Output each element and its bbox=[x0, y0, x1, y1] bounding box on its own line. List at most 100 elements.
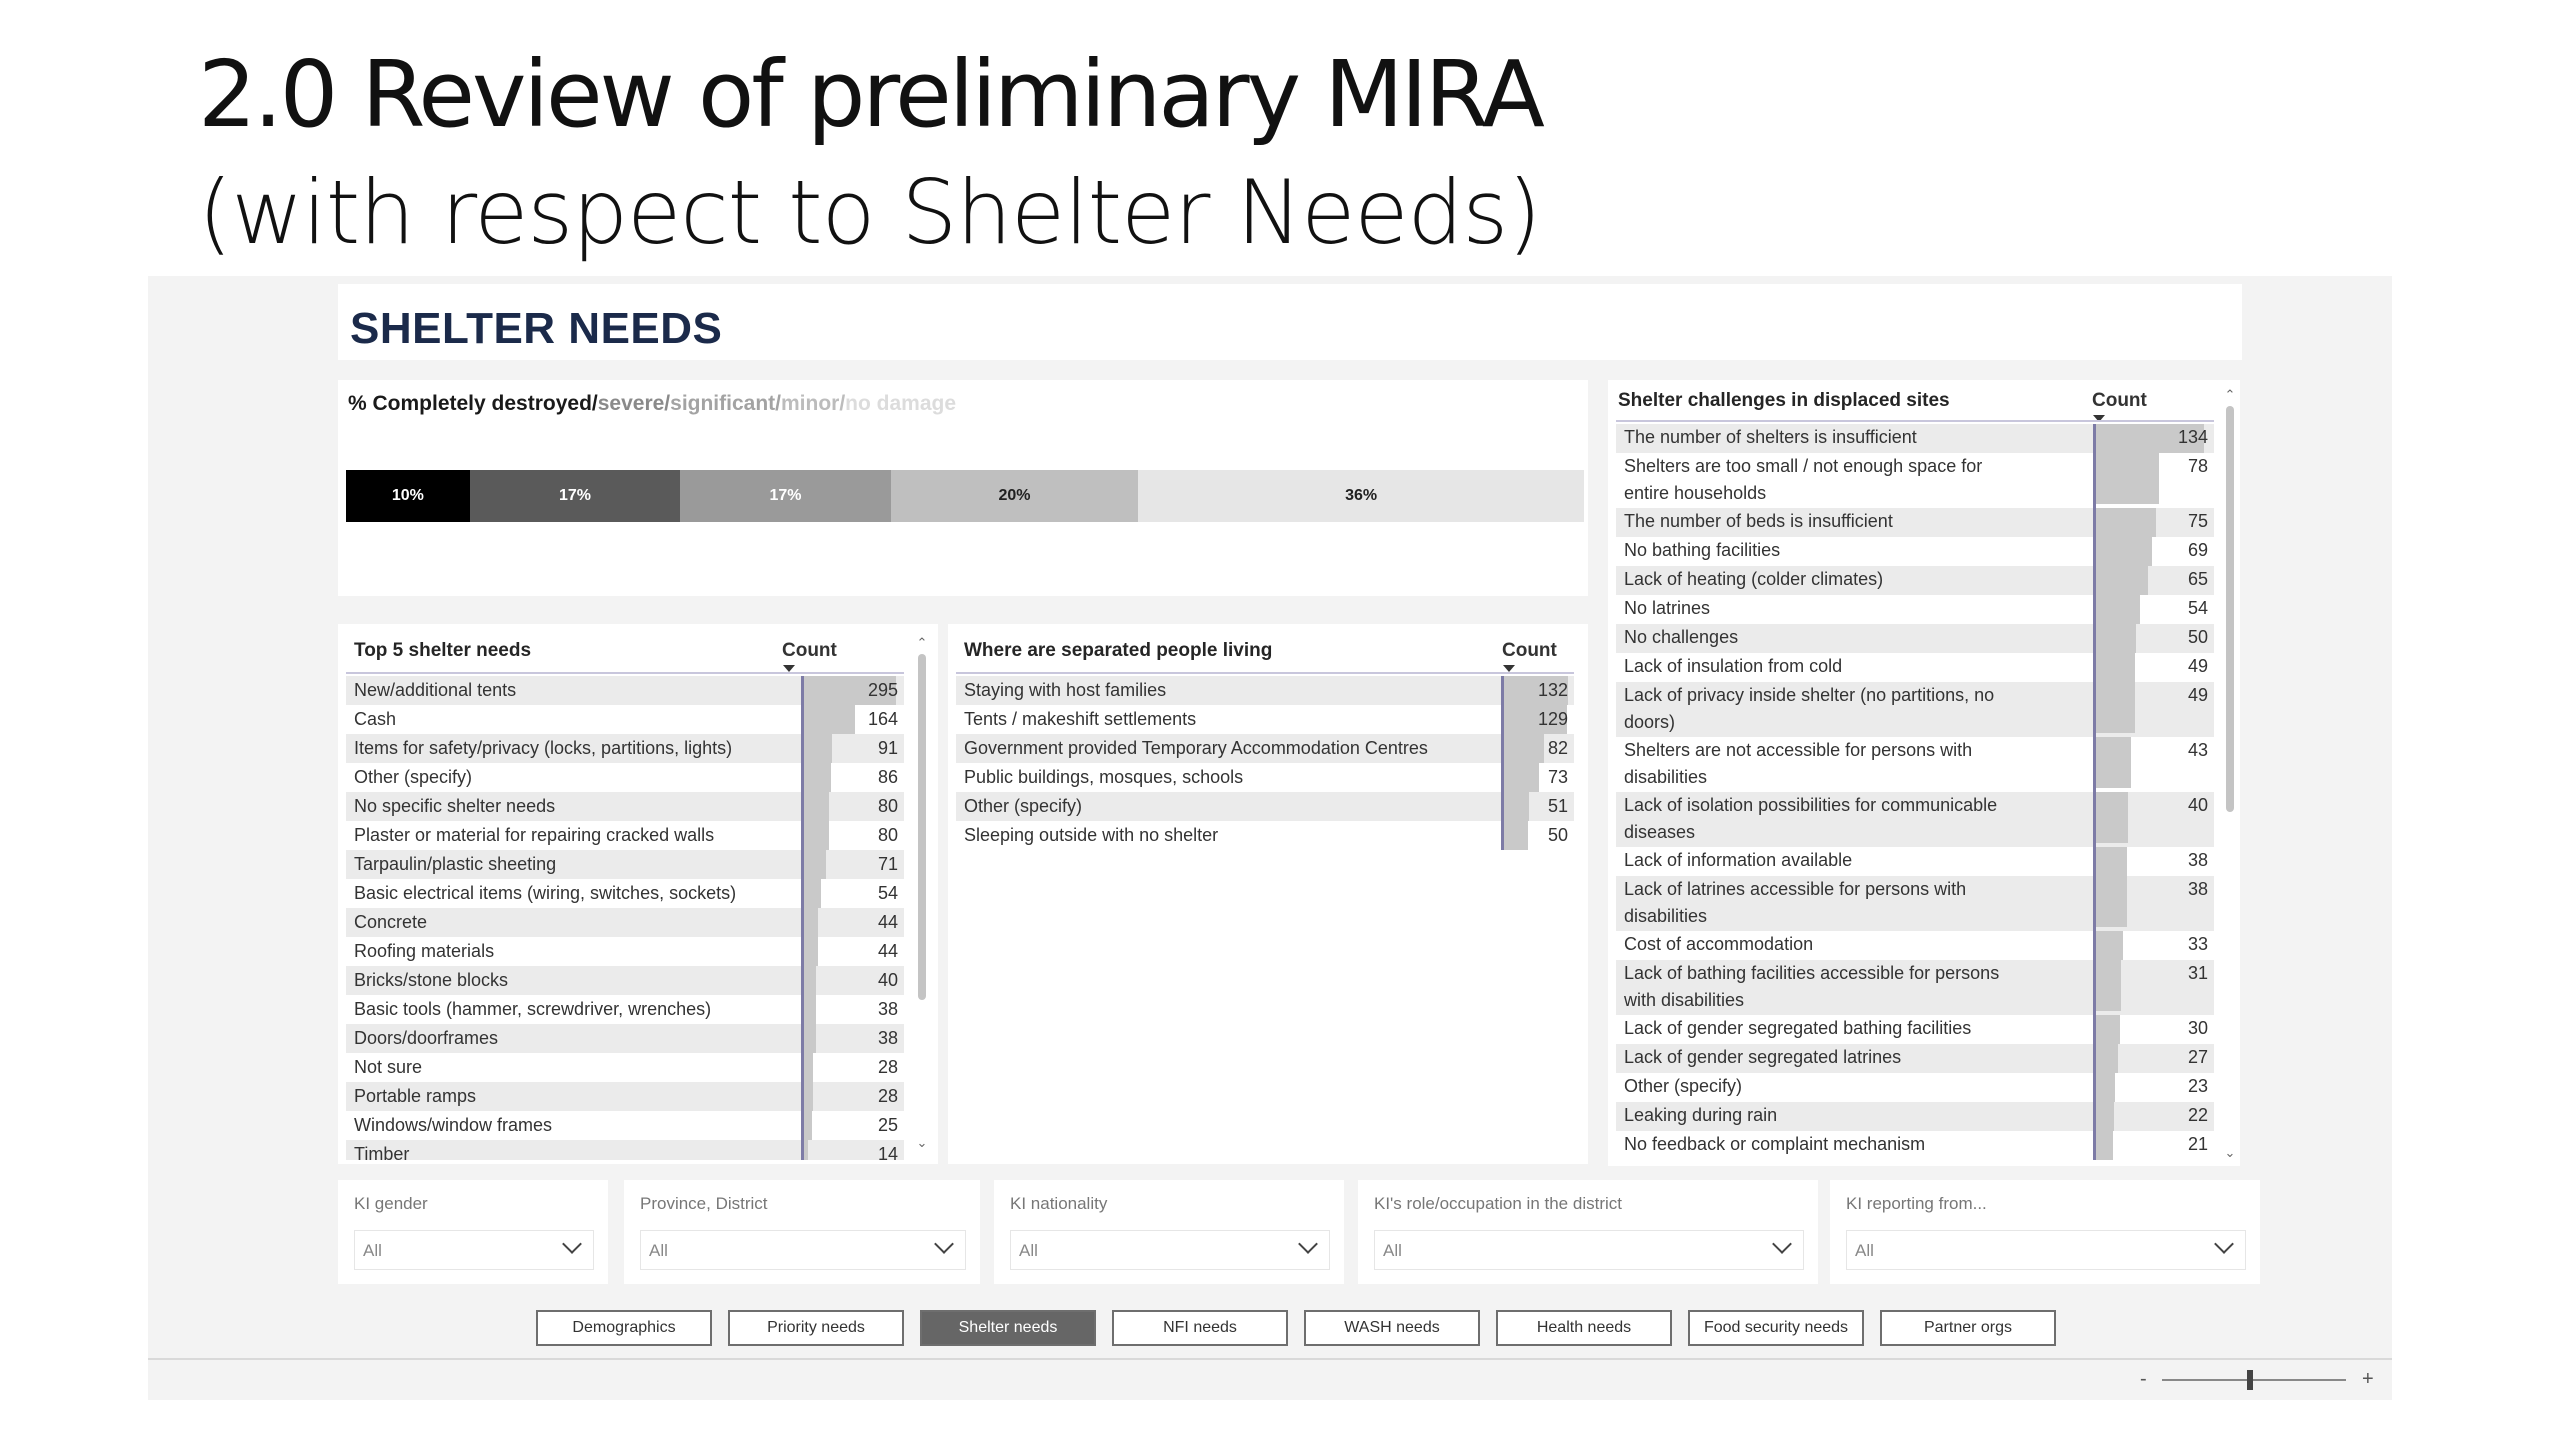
nav-priority-needs-button[interactable]: Priority needs bbox=[728, 1310, 904, 1346]
table-row[interactable]: Bricks/stone blocks 40 bbox=[346, 966, 904, 995]
table-row[interactable]: Shelters are not accessible for persons … bbox=[1616, 737, 2214, 792]
table-row[interactable]: Not sure 28 bbox=[346, 1053, 904, 1082]
table-row[interactable]: The number of shelters is insufficient 13… bbox=[1616, 424, 2214, 453]
damage-segment[interactable]: 10% bbox=[346, 470, 470, 522]
nav-wash-needs-button[interactable]: WASH needs bbox=[1304, 1310, 1480, 1346]
table-row[interactable]: No bathing facilities 69 bbox=[1616, 537, 2214, 566]
table-row[interactable]: Lack of information available 38 bbox=[1616, 847, 2214, 876]
table-row[interactable]: Other (specify) 86 bbox=[346, 763, 904, 792]
table-row[interactable]: Windows/window frames 25 bbox=[346, 1111, 904, 1140]
table-row[interactable]: Shelters are too small / not enough spac… bbox=[1616, 453, 2214, 508]
row-value: 164 bbox=[804, 705, 904, 734]
scroll-down-icon[interactable]: ⌄ bbox=[2224, 1145, 2236, 1160]
row-label-line: Lack of latrines accessible for persons … bbox=[1624, 879, 1967, 899]
table-row[interactable]: No challenges 50 bbox=[1616, 624, 2214, 653]
nav-food-security-needs-button[interactable]: Food security needs bbox=[1688, 1310, 1864, 1346]
legend-significant: significant/ bbox=[670, 392, 781, 415]
table-row[interactable]: Public buildings, mosques, schools 73 bbox=[956, 763, 1574, 792]
row-label: No bathing facilities bbox=[1616, 537, 2096, 566]
sort-desc-icon[interactable] bbox=[783, 665, 795, 672]
chevron-down-icon[interactable] bbox=[934, 1234, 954, 1254]
table-row[interactable]: Lack of heating (colder climates) 65 bbox=[1616, 566, 2214, 595]
scrollbar-thumb[interactable] bbox=[2226, 406, 2234, 812]
table-row[interactable]: Lack of bathing facilities accessible fo… bbox=[1616, 960, 2214, 1015]
zoom-track[interactable] bbox=[2162, 1379, 2346, 1381]
scroll-up-icon[interactable]: ⌃ bbox=[2224, 387, 2236, 402]
table-row[interactable]: Cash 164 bbox=[346, 705, 904, 734]
table-row[interactable]: Items for safety/privacy (locks, partiti… bbox=[346, 734, 904, 763]
table-row[interactable]: Portable ramps 28 bbox=[346, 1082, 904, 1111]
nav-demographics-button[interactable]: Demographics bbox=[536, 1310, 712, 1346]
table-row[interactable]: Plaster or material for repairing cracke… bbox=[346, 821, 904, 850]
filter-dropdown[interactable]: All bbox=[1846, 1230, 2246, 1270]
scroll-up-icon[interactable]: ⌃ bbox=[916, 635, 928, 650]
shelter-challenges-scrollbar[interactable]: ⌃ ⌄ bbox=[2224, 388, 2236, 1164]
row-bar bbox=[2096, 1131, 2113, 1160]
top-shelter-needs-count-header[interactable]: Count bbox=[782, 640, 837, 661]
row-value: 75 bbox=[2096, 508, 2214, 537]
filter-dropdown[interactable]: All bbox=[354, 1230, 594, 1270]
chevron-down-icon[interactable] bbox=[1298, 1234, 1318, 1254]
filter-dropdown[interactable]: All bbox=[1374, 1230, 1804, 1270]
table-row[interactable]: Lack of latrines accessible for persons … bbox=[1616, 876, 2214, 931]
zoom-slider[interactable]: - + bbox=[2140, 1368, 2380, 1392]
filter-dropdown[interactable]: All bbox=[1010, 1230, 1330, 1270]
zoom-out-button[interactable]: - bbox=[2140, 1368, 2147, 1390]
table-row[interactable]: Lack of gender segregated bathing facili… bbox=[1616, 1015, 2214, 1044]
table-row[interactable]: Lack of privacy inside shelter (no parti… bbox=[1616, 682, 2214, 737]
table-row[interactable]: Leaking during rain 22 bbox=[1616, 1102, 2214, 1131]
table-row[interactable]: Government provided Temporary Accommodat… bbox=[956, 734, 1574, 763]
top-shelter-needs-title: Top 5 shelter needs bbox=[354, 640, 532, 661]
row-count: 50 bbox=[1547, 825, 1568, 845]
table-row[interactable]: Tents / makeshift settlements 129 bbox=[956, 705, 1574, 734]
sort-desc-icon[interactable] bbox=[1503, 665, 1515, 672]
table-row[interactable]: The number of beds is insufficient 75 bbox=[1616, 508, 2214, 537]
nav-health-needs-button[interactable]: Health needs bbox=[1496, 1310, 1672, 1346]
damage-segment[interactable]: 20% bbox=[890, 470, 1139, 522]
row-label-line: Lack of privacy inside shelter (no parti… bbox=[1624, 685, 1995, 705]
table-row[interactable]: Sleeping outside with no shelter 50 bbox=[956, 821, 1574, 850]
scroll-down-icon[interactable]: ⌄ bbox=[916, 1135, 928, 1150]
row-value: 28 bbox=[804, 1082, 904, 1111]
row-label: Other (specify) bbox=[346, 763, 804, 792]
table-row[interactable]: Roofing materials 44 bbox=[346, 937, 904, 966]
row-label: Items for safety/privacy (locks, partiti… bbox=[346, 734, 804, 763]
table-row[interactable]: Timber 14 bbox=[346, 1140, 904, 1160]
table-row[interactable]: Lack of gender segregated latrines 27 bbox=[1616, 1044, 2214, 1073]
chevron-down-icon[interactable] bbox=[2214, 1234, 2234, 1254]
table-row[interactable]: Staying with host families 132 bbox=[956, 676, 1574, 705]
filter-ki-nationality: KI nationality All bbox=[994, 1180, 1344, 1284]
separated-people-count-header[interactable]: Count bbox=[1502, 640, 1557, 661]
table-row[interactable]: Basic electrical items (wiring, switches… bbox=[346, 879, 904, 908]
table-row[interactable]: Lack of isolation possibilities for comm… bbox=[1616, 792, 2214, 847]
filter-dropdown[interactable]: All bbox=[640, 1230, 966, 1270]
chevron-down-icon[interactable] bbox=[562, 1234, 582, 1254]
top-shelter-needs-scrollbar[interactable]: ⌃ ⌄ bbox=[916, 636, 928, 1156]
table-row[interactable]: Doors/doorframes 38 bbox=[346, 1024, 904, 1053]
table-row[interactable]: No specific shelter needs 80 bbox=[346, 792, 904, 821]
zoom-handle[interactable] bbox=[2247, 1370, 2253, 1390]
nav-partner-orgs-button[interactable]: Partner orgs bbox=[1880, 1310, 2056, 1346]
table-row[interactable]: Concrete 44 bbox=[346, 908, 904, 937]
filter-label: Province, District bbox=[640, 1194, 768, 1213]
table-row[interactable]: Cost of accommodation 33 bbox=[1616, 931, 2214, 960]
scrollbar-thumb[interactable] bbox=[918, 654, 926, 1000]
table-row[interactable]: Other (specify) 51 bbox=[956, 792, 1574, 821]
damage-segment[interactable]: 17% bbox=[469, 470, 681, 522]
nav-nfi-needs-button[interactable]: NFI needs bbox=[1112, 1310, 1288, 1346]
shelter-challenges-count-header[interactable]: Count bbox=[2092, 390, 2147, 411]
table-row[interactable]: Basic tools (hammer, screwdriver, wrench… bbox=[346, 995, 904, 1024]
damage-segment[interactable]: 36% bbox=[1138, 470, 1584, 522]
table-row[interactable]: New/additional tents 295 bbox=[346, 676, 904, 705]
zoom-in-button[interactable]: + bbox=[2362, 1368, 2374, 1390]
row-value: 82 bbox=[1504, 734, 1574, 763]
nav-shelter-needs-button[interactable]: Shelter needs bbox=[920, 1310, 1096, 1346]
table-row[interactable]: No feedback or complaint mechanism 21 bbox=[1616, 1131, 2214, 1160]
sort-desc-icon[interactable] bbox=[2093, 415, 2105, 422]
table-row[interactable]: Tarpaulin/plastic sheeting 71 bbox=[346, 850, 904, 879]
table-row[interactable]: Other (specify) 23 bbox=[1616, 1073, 2214, 1102]
table-row[interactable]: Lack of insulation from cold 49 bbox=[1616, 653, 2214, 682]
damage-segment[interactable]: 17% bbox=[680, 470, 891, 522]
chevron-down-icon[interactable] bbox=[1772, 1234, 1792, 1254]
table-row[interactable]: No latrines 54 bbox=[1616, 595, 2214, 624]
